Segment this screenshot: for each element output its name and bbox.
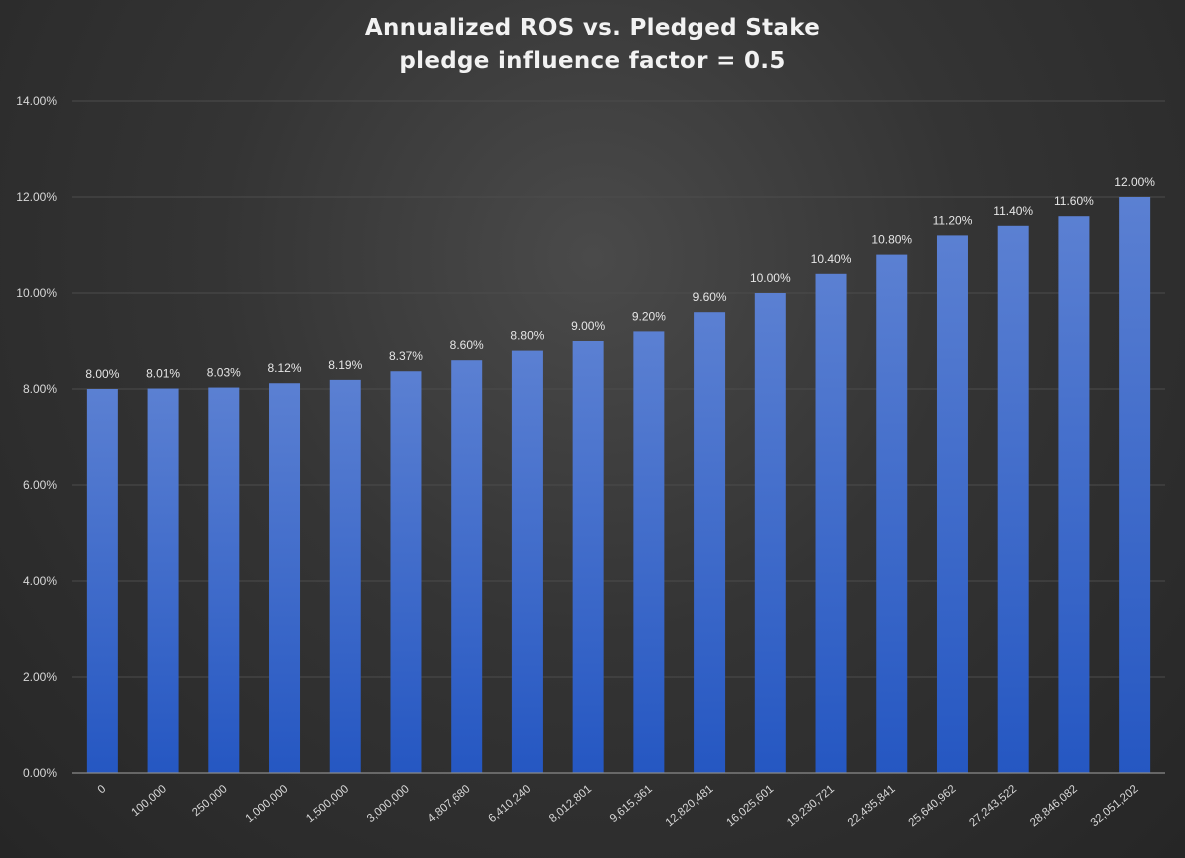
chart-subtitle: pledge influence factor = 0.5 xyxy=(399,48,786,74)
bar xyxy=(1058,216,1090,773)
data-label: 9.00% xyxy=(571,319,605,333)
data-label: 10.80% xyxy=(871,233,912,247)
data-label: 8.03% xyxy=(207,366,241,380)
bar xyxy=(633,331,665,773)
x-tick-label: 9,615,361 xyxy=(608,783,655,825)
bar xyxy=(936,235,968,773)
chart-title: Annualized ROS vs. Pledged Stake xyxy=(364,15,821,41)
data-label: 8.00% xyxy=(85,367,119,381)
y-axis-ticks: 0.00% 2.00% 4.00% 6.00% 8.00% 10.00% 12.00% 14.… xyxy=(16,94,57,780)
y-tick-label: 14.00% xyxy=(16,94,57,108)
data-label: 8.60% xyxy=(450,338,484,352)
x-tick-label: 22,435,841 xyxy=(846,783,898,829)
y-tick-label: 2.00% xyxy=(23,670,57,684)
y-tick-label: 12.00% xyxy=(16,190,57,204)
x-tick-label: 250,000 xyxy=(190,783,230,819)
y-tick-label: 10.00% xyxy=(16,286,57,300)
x-tick-label: 3,000,000 xyxy=(365,783,412,825)
bar xyxy=(572,341,604,773)
x-tick-label: 0 xyxy=(96,783,109,796)
data-labels: 8.00% 8.01% 8.03% 8.12% 8.19% 8.37% 8.60% 8.80%… xyxy=(85,175,1155,381)
data-label: 11.40% xyxy=(993,204,1033,218)
bar xyxy=(269,383,301,773)
bars xyxy=(86,197,1151,774)
bar xyxy=(208,387,240,773)
data-label: 10.00% xyxy=(750,271,791,285)
x-tick-label: 28,846,082 xyxy=(1028,783,1080,829)
data-label: 9.20% xyxy=(632,309,666,323)
bar xyxy=(329,379,361,773)
y-tick-label: 0.00% xyxy=(23,766,57,780)
x-axis-ticks: 0 100,000 250,000 1,000,000 1,500,000 3,000,0… xyxy=(96,783,1141,829)
data-label: 10.40% xyxy=(811,252,852,266)
bar xyxy=(451,360,483,773)
bar xyxy=(511,350,543,773)
x-tick-label: 25,640,962 xyxy=(907,783,959,829)
bar xyxy=(147,388,179,773)
data-label: 8.01% xyxy=(146,367,180,381)
x-tick-label: 1,500,000 xyxy=(304,783,351,825)
data-label: 8.80% xyxy=(510,329,544,343)
gridlines xyxy=(72,100,1165,678)
x-tick-label: 27,243,522 xyxy=(967,783,1019,829)
data-label: 8.12% xyxy=(268,361,302,375)
data-label: 8.19% xyxy=(328,358,362,372)
bar xyxy=(694,312,726,773)
x-tick-label: 19,230,721 xyxy=(785,783,837,829)
bar xyxy=(390,371,422,773)
data-label: 9.60% xyxy=(693,290,727,304)
x-tick-label: 1,000,000 xyxy=(244,783,291,825)
x-tick-label: 6,410,240 xyxy=(486,783,533,825)
y-tick-label: 8.00% xyxy=(23,382,57,396)
x-tick-label: 12,820,481 xyxy=(664,783,716,829)
x-tick-label: 4,807,680 xyxy=(426,783,473,825)
data-label: 8.37% xyxy=(389,349,423,363)
y-tick-label: 4.00% xyxy=(23,574,57,588)
x-tick-label: 8,012,801 xyxy=(547,783,594,825)
bar xyxy=(815,273,847,773)
data-label: 11.20% xyxy=(933,213,973,227)
bar xyxy=(1119,197,1151,773)
x-tick-label: 16,025,601 xyxy=(724,783,776,829)
x-tick-label: 32,051,202 xyxy=(1089,783,1141,829)
data-label: 12.00% xyxy=(1114,175,1155,189)
y-tick-label: 6.00% xyxy=(23,478,57,492)
bar xyxy=(86,389,118,773)
x-tick-label: 100,000 xyxy=(129,783,169,819)
bar xyxy=(754,293,786,773)
bar xyxy=(997,225,1029,774)
data-label: 11.60% xyxy=(1054,194,1094,208)
bar xyxy=(876,254,908,774)
